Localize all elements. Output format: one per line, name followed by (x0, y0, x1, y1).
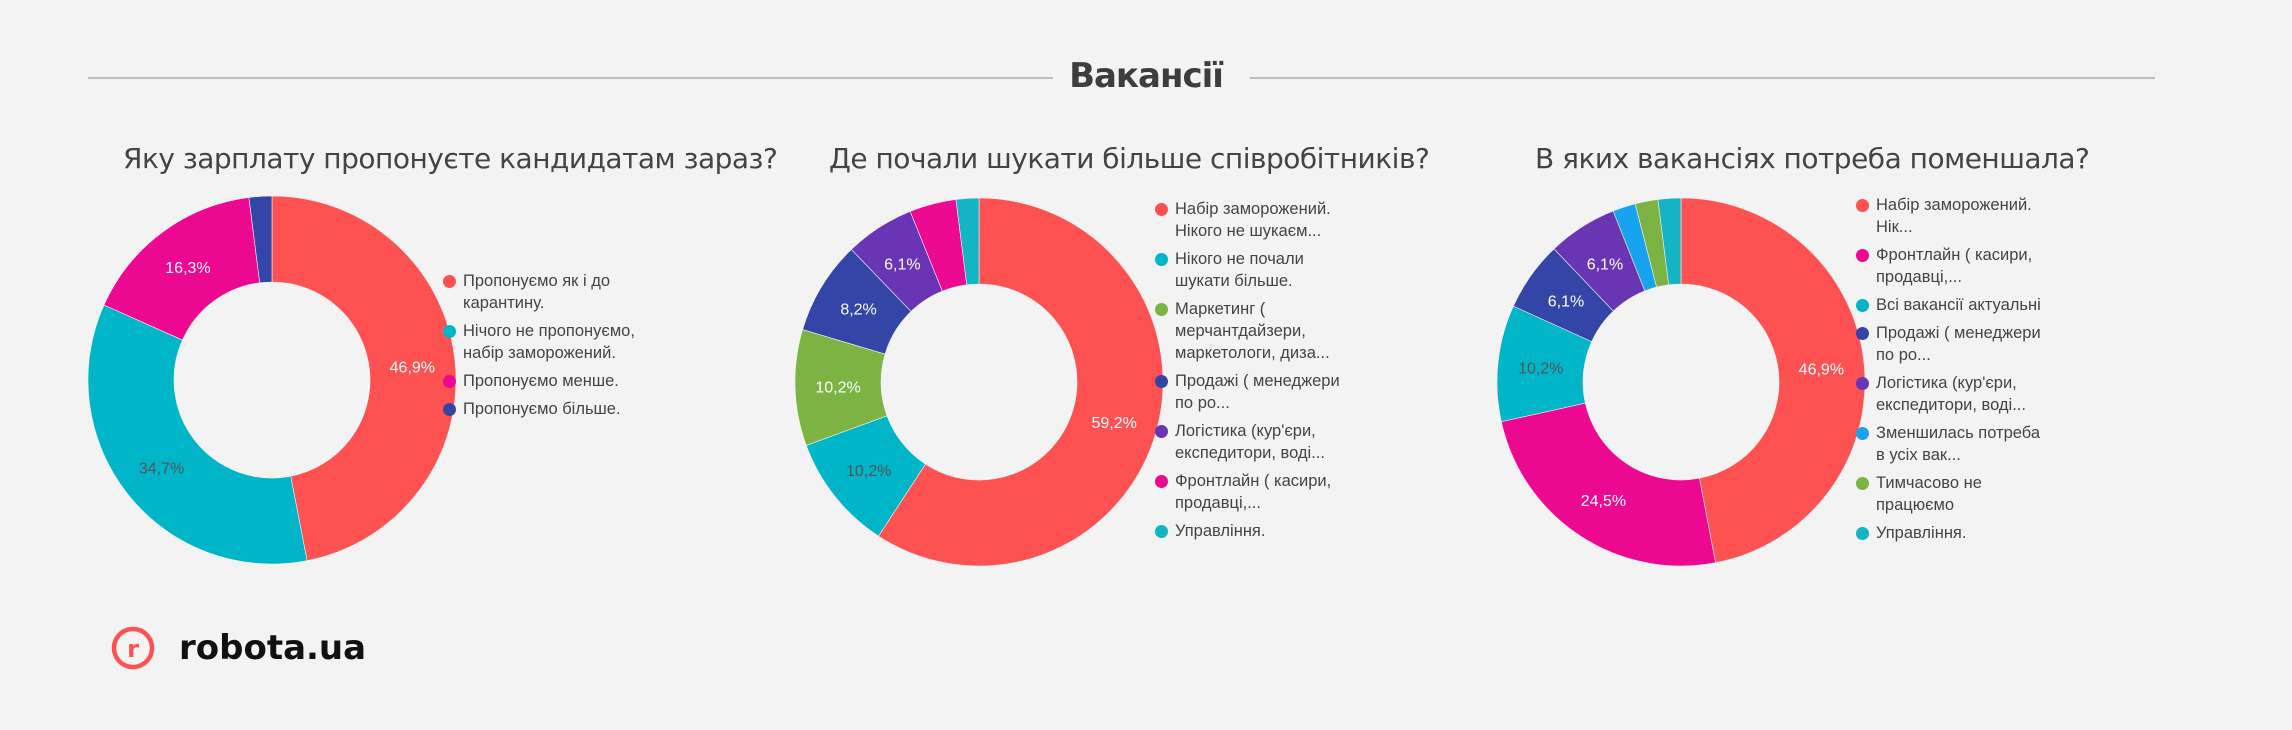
logo-letter: r (127, 635, 139, 663)
legend-item[interactable]: Тимчасово не працюємо (1856, 472, 2041, 516)
slice-data-label: 6,1% (1587, 256, 1623, 273)
legend-label: Продажі ( менеджери по ро... (1876, 324, 2041, 364)
legend-label: Всі вакансії актуальні (1876, 296, 2041, 314)
legend-item[interactable]: Пропонуємо більше. (443, 398, 643, 420)
legend-color-dot-icon (1856, 477, 1869, 490)
legend-color-dot-icon (1155, 203, 1168, 216)
legend-color-dot-icon (443, 375, 456, 388)
legend-label: Набір заморожений. Нікого не шукаєм... (1175, 200, 1331, 240)
legend-label: Зменшилась потреба в усіх вак... (1876, 424, 2041, 464)
legend-item[interactable]: Логістика (кур'єри, експедитори, воді... (1155, 420, 1340, 464)
slice-data-label: 10,2% (815, 379, 860, 396)
donut-slice (878, 197, 1164, 567)
donut-chart-decreased: 46,9% 24,5% 10,2% 6,1% 6,1% (1496, 197, 1866, 567)
legend-color-dot-icon (443, 325, 456, 338)
legend-item[interactable]: Нічого не пропонуємо, набір заморожений. (443, 320, 643, 364)
chart-title-decreased: В яких вакансіях потреба поменшала? (1535, 142, 2090, 175)
slice-data-label: 10,2% (846, 463, 891, 480)
donut-slice (87, 304, 308, 565)
legend-color-dot-icon (1155, 525, 1168, 538)
legend-item[interactable]: Маркетинг ( мерчантдайзери, маркетологи,… (1155, 298, 1340, 364)
slice-data-label: 6,1% (884, 257, 920, 274)
legend-item[interactable]: Фронтлайн ( касири, продавці,... (1856, 244, 2041, 288)
legend-item[interactable]: Всі вакансії актуальні (1856, 294, 2041, 316)
chart-title-salary: Яку зарплату пропонуєте кандидатам зараз… (123, 142, 778, 175)
legend-item[interactable]: Нікого не почали шукати більше. (1155, 248, 1340, 292)
legend-color-dot-icon (1856, 427, 1869, 440)
donut-chart-salary: 46,9% 34,7% 16,3% (87, 195, 457, 565)
legend-label: Пропонуємо більше. (463, 400, 621, 418)
legend-color-dot-icon (1155, 425, 1168, 438)
legend-color-dot-icon (443, 275, 456, 288)
legend-label: Тимчасово не працюємо (1876, 474, 1982, 514)
donut-slice (271, 195, 457, 561)
logo-text: robota.ua (179, 628, 367, 668)
donut-slice (248, 195, 273, 284)
slice-data-label: 10,2% (1518, 360, 1563, 377)
legend-label: Управління. (1175, 522, 1266, 540)
legend-color-dot-icon (1155, 475, 1168, 488)
legend-label: Управління. (1876, 524, 1967, 542)
slice-data-label: 46,9% (1799, 362, 1844, 379)
section-title: Вакансії (1069, 56, 1224, 96)
chart-title-hiring: Де почали шукати більше співробітників? (829, 142, 1430, 175)
legend-color-dot-icon (1155, 253, 1168, 266)
header-divider-right (1250, 77, 2155, 79)
donut-slice (1657, 197, 1682, 286)
legend-item[interactable]: Продажі ( менеджери по ро... (1856, 322, 2041, 366)
slice-data-label: 8,2% (840, 302, 876, 319)
slice-data-label: 16,3% (165, 260, 210, 277)
header-divider-left (88, 77, 1053, 79)
slice-data-label: 59,2% (1091, 415, 1136, 432)
legend-decreased: Набір заморожений. Нік... Фронтлайн ( кас… (1856, 194, 2041, 550)
slice-data-label: 6,1% (1548, 293, 1584, 310)
slice-data-label: 34,7% (139, 461, 184, 478)
legend-label: Логістика (кур'єри, експедитори, воді... (1175, 422, 1325, 462)
legend-item[interactable]: Продажі ( менеджери по ро... (1155, 370, 1340, 414)
legend-label: Пропонуємо менше. (463, 372, 619, 390)
legend-label: Продажі ( менеджери по ро... (1175, 372, 1340, 412)
legend-label: Нікого не почали шукати більше. (1175, 250, 1304, 290)
legend-color-dot-icon (1856, 299, 1869, 312)
legend-color-dot-icon (1856, 249, 1869, 262)
slice-data-label: 46,9% (390, 359, 435, 376)
slice-data-label: 24,5% (1581, 493, 1626, 510)
legend-hiring: Набір заморожений. Нікого не шукаєм... Ні… (1155, 198, 1340, 548)
legend-item[interactable]: Логістика (кур'єри, експедитори, воді... (1856, 372, 2041, 416)
legend-label: Маркетинг ( мерчантдайзери, маркетологи,… (1175, 300, 1330, 362)
legend-salary: Пропонуємо як і до карантину. Нічого не п… (443, 270, 643, 426)
legend-label: Нічого не пропонуємо, набір заморожений. (463, 322, 635, 362)
legend-item[interactable]: Пропонуємо менше. (443, 370, 643, 392)
legend-color-dot-icon (1856, 527, 1869, 540)
legend-label: Набір заморожений. Нік... (1876, 196, 2032, 236)
legend-label: Логістика (кур'єри, експедитори, воді... (1876, 374, 2026, 414)
legend-item[interactable]: Управління. (1856, 522, 2041, 544)
robota-logo-icon: r (111, 626, 155, 670)
legend-item[interactable]: Управління. (1155, 520, 1340, 542)
legend-color-dot-icon (1155, 375, 1168, 388)
legend-color-dot-icon (1856, 327, 1869, 340)
legend-color-dot-icon (1155, 303, 1168, 316)
donut-slice (1500, 402, 1716, 567)
legend-item[interactable]: Фронтлайн ( касири, продавці,... (1155, 470, 1340, 514)
legend-color-dot-icon (1856, 377, 1869, 390)
legend-item[interactable]: Набір заморожений. Нікого не шукаєм... (1155, 198, 1340, 242)
legend-label: Фронтлайн ( касири, продавці,... (1876, 246, 2033, 286)
legend-item[interactable]: Набір заморожений. Нік... (1856, 194, 2041, 238)
donut-slice (1680, 197, 1866, 564)
donut-slice (955, 197, 980, 286)
legend-color-dot-icon (1856, 199, 1869, 212)
legend-label: Фронтлайн ( касири, продавці,... (1175, 472, 1332, 512)
donut-chart-hiring: 59,2% 10,2% 10,2% 8,2% 6,1% (794, 197, 1164, 567)
legend-item[interactable]: Зменшилась потреба в усіх вак... (1856, 422, 2041, 466)
legend-item[interactable]: Пропонуємо як і до карантину. (443, 270, 643, 314)
legend-color-dot-icon (443, 403, 456, 416)
legend-label: Пропонуємо як і до карантину. (463, 272, 611, 312)
robota-ua-logo[interactable]: r robota.ua (111, 626, 366, 670)
